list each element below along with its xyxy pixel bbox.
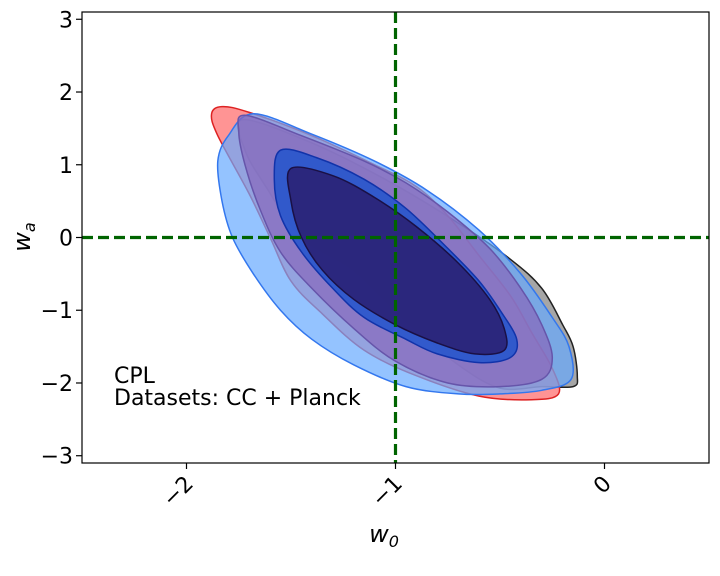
y-tick-label: −2 bbox=[41, 372, 73, 397]
reference-lines bbox=[82, 12, 709, 463]
y-tick-label: 0 bbox=[59, 227, 73, 252]
y-axis-label: wa bbox=[8, 222, 39, 251]
y-tick-label: −3 bbox=[41, 445, 73, 470]
annotation-model: CPL bbox=[114, 364, 156, 389]
x-tick-label: 0 bbox=[589, 472, 617, 500]
y-tick-label: 1 bbox=[59, 154, 73, 179]
y-tick-label: 2 bbox=[59, 81, 73, 106]
x-axis-label-subscript: 0 bbox=[389, 532, 399, 551]
y-axis: −3 −2 −1 0 1 2 3 bbox=[41, 8, 82, 470]
x-axis-label: w0 bbox=[369, 520, 399, 551]
x-tick-label: −1 bbox=[367, 472, 408, 513]
y-tick-label: −1 bbox=[41, 299, 73, 324]
x-axis: −2 −1 0 bbox=[158, 463, 617, 512]
x-tick-label: −2 bbox=[158, 472, 199, 513]
y-axis-label-subscript: a bbox=[20, 222, 39, 232]
y-tick-label: 3 bbox=[59, 8, 73, 33]
annotation-datasets: Datasets: CC + Planck bbox=[114, 386, 361, 411]
